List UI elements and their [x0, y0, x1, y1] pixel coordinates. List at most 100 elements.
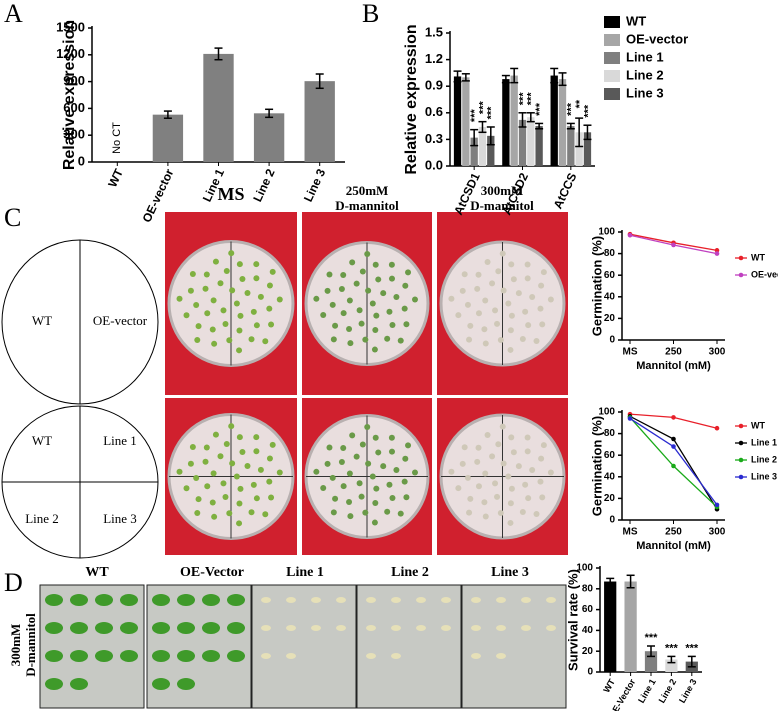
bar	[558, 79, 567, 166]
seedling	[336, 625, 346, 631]
seedling	[183, 485, 190, 492]
seedling	[269, 441, 276, 448]
marker	[671, 415, 676, 420]
seedling	[152, 594, 170, 606]
bar	[253, 113, 285, 162]
seedling	[524, 261, 531, 268]
seedling	[508, 312, 515, 319]
significance: ***	[517, 92, 529, 106]
seedling	[356, 307, 363, 314]
seedling	[467, 495, 474, 502]
seedling	[371, 519, 378, 526]
x-tick-label: Line 2	[657, 677, 679, 705]
seedling	[211, 340, 218, 347]
seedling	[336, 597, 346, 603]
seedling	[209, 499, 216, 506]
seedling	[397, 337, 404, 344]
significance: ***	[477, 101, 489, 115]
marker	[714, 248, 720, 253]
seedling	[373, 485, 380, 492]
seedling	[244, 463, 251, 470]
seedling	[176, 295, 183, 302]
bar	[604, 581, 617, 672]
seedling	[466, 336, 473, 343]
seedling	[176, 468, 183, 475]
seedling	[227, 594, 245, 606]
significance: ***	[665, 642, 679, 654]
seedling	[500, 460, 507, 467]
x-tick-label: Line 3	[301, 166, 328, 204]
seedling	[507, 519, 514, 526]
seedling	[482, 297, 489, 304]
legend-marker	[738, 440, 744, 446]
seedling	[187, 460, 194, 467]
seedling	[332, 495, 339, 502]
legend-swatch	[604, 34, 620, 46]
diagram-label: Line 2	[25, 511, 59, 526]
seedling	[397, 510, 404, 517]
marker	[627, 416, 633, 421]
seedling	[239, 276, 246, 283]
seedling-photo	[356, 584, 462, 709]
seedling	[261, 597, 271, 603]
seedling	[464, 474, 471, 481]
legend-marker	[738, 255, 744, 261]
significance: ***	[486, 106, 498, 120]
seedling	[507, 327, 514, 334]
seedling	[217, 453, 224, 460]
y-tick-label: 80	[604, 248, 616, 259]
bar	[478, 126, 487, 166]
x-tick-label: Line 3	[677, 677, 699, 705]
seedling	[320, 312, 327, 319]
bar	[518, 119, 527, 166]
seedling	[441, 597, 451, 603]
seedling	[519, 508, 526, 515]
seedling	[533, 337, 540, 344]
seedling	[525, 322, 532, 329]
seedling	[70, 678, 88, 690]
seedling	[194, 336, 201, 343]
seedling	[70, 594, 88, 606]
seedling	[45, 594, 63, 606]
y-tick-label: 0.9	[425, 78, 443, 93]
seedling	[539, 494, 546, 501]
seedling	[522, 308, 529, 315]
marker	[627, 232, 633, 238]
seedling	[326, 271, 333, 278]
seedling	[346, 499, 353, 506]
seedling	[448, 468, 455, 475]
seedling	[358, 320, 365, 327]
seedling	[359, 268, 366, 275]
line	[629, 416, 718, 508]
seedling	[499, 250, 506, 257]
seedling	[326, 444, 333, 451]
seedling	[70, 650, 88, 662]
seedling	[195, 323, 202, 330]
seedling	[324, 460, 331, 467]
y-tick-label: 0	[78, 153, 85, 168]
seedling	[202, 458, 209, 465]
y-tick-label: 0.3	[425, 131, 443, 146]
seedling-header: Line 3	[491, 565, 529, 580]
legend-swatch	[604, 88, 620, 100]
x-tick-label: Line 1	[636, 677, 658, 705]
seedling	[223, 440, 230, 447]
seedling	[262, 511, 269, 518]
bar	[550, 75, 558, 166]
seedling	[366, 625, 376, 631]
plate-header: D-mannitol	[335, 198, 399, 213]
seedling	[405, 442, 412, 449]
seedling	[401, 478, 408, 485]
seedling	[239, 449, 246, 456]
seedling	[340, 445, 347, 452]
seedling	[461, 444, 468, 451]
legend-marker	[738, 272, 744, 278]
diagram-label: OE-vector	[93, 313, 148, 328]
seedling	[546, 625, 556, 631]
y-tick-label: 0.6	[425, 104, 443, 119]
x-tick-label: Line 2	[250, 166, 277, 204]
seedling-photo	[461, 584, 567, 709]
seedling	[346, 297, 353, 304]
seedling	[329, 301, 336, 308]
seedling	[375, 276, 382, 283]
